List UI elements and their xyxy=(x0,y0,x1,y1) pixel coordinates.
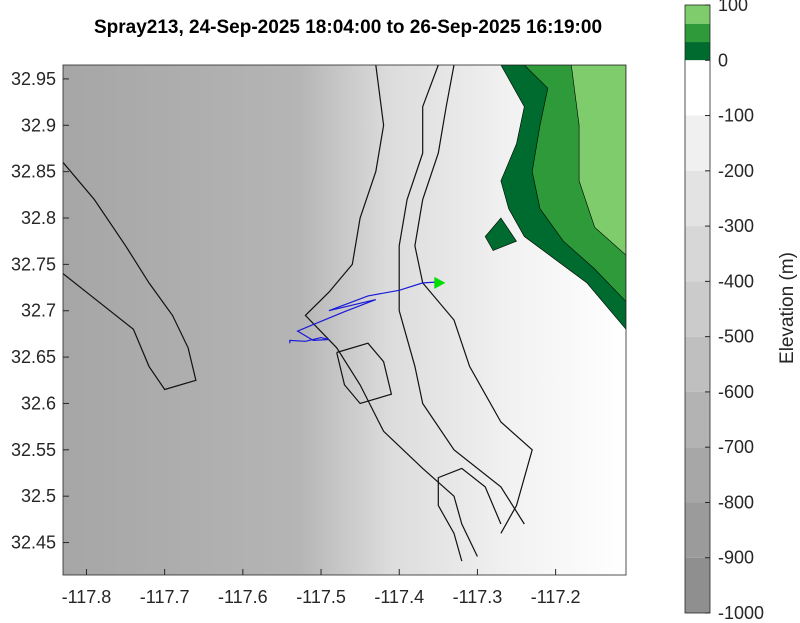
plot-frame xyxy=(62,64,627,576)
x-tick-label: -117.5 xyxy=(296,587,346,607)
land-patch-100 xyxy=(570,65,626,256)
x-tick-label: -117.6 xyxy=(218,587,268,607)
colorbar-ocean-band xyxy=(685,557,710,613)
colorbar-tick-label: 0 xyxy=(718,50,728,70)
colorbar-tick-label: -500 xyxy=(718,327,754,347)
colorbar-tick-label: -1000 xyxy=(718,603,764,623)
colorbar-ocean-band xyxy=(685,336,710,392)
colorbar-tick-label: -700 xyxy=(718,437,754,457)
y-tick-label: 32.5 xyxy=(21,486,56,506)
x-tick-label: -117.3 xyxy=(453,587,503,607)
y-tick-label: 32.55 xyxy=(11,440,56,460)
x-tick-label: -117.8 xyxy=(62,587,112,607)
colorbar-tick-label: -100 xyxy=(718,106,754,126)
colorbar-tick-label: -200 xyxy=(718,161,754,181)
colorbar-tick-label: -300 xyxy=(718,216,754,236)
x-tick-label: -117.7 xyxy=(140,587,190,607)
colorbar-ocean-band xyxy=(685,391,710,448)
colorbar-ocean-band xyxy=(685,281,710,337)
x-tick-label: -117.4 xyxy=(374,587,424,607)
colorbar-ocean-band xyxy=(685,60,710,116)
colorbar-tick-label: -900 xyxy=(718,548,754,568)
chart-title: Spray213, 24-Sep-2025 18:04:00 to 26-Sep… xyxy=(94,17,602,38)
colorbar-ocean-band xyxy=(685,170,710,227)
end-position-marker xyxy=(434,276,446,289)
y-tick-label: 32.65 xyxy=(11,347,56,367)
colorbar-ocean-band xyxy=(685,447,710,503)
colorbar-tick-label: -600 xyxy=(718,382,754,402)
colorbar-ocean-band xyxy=(685,226,710,282)
y-tick-label: 32.8 xyxy=(21,208,56,228)
colorbar-tick-label: 100 xyxy=(718,0,748,15)
y-tick-label: 32.85 xyxy=(11,162,56,182)
x-axis: -117.8 -117.7 -117.6 -117.5 -117.4 -117.3 -117… xyxy=(62,569,581,607)
y-tick-label: 32.7 xyxy=(21,301,56,321)
colorbar-ocean-band xyxy=(685,502,710,558)
colorbar-land-band xyxy=(685,42,710,61)
plot-area xyxy=(63,65,626,575)
isobath-mid-bank xyxy=(336,342,393,405)
y-tick-label: 32.95 xyxy=(11,69,56,89)
isobath-west-ridge xyxy=(63,162,197,391)
colorbar-tick-label: -800 xyxy=(718,492,754,512)
colorbar-frame xyxy=(684,4,711,614)
isobath-south-bank xyxy=(437,467,502,562)
y-tick-label: 32.75 xyxy=(11,254,56,274)
colorbar-land-band xyxy=(685,23,710,43)
colorbar-ocean-band xyxy=(685,115,710,171)
colorbar: 100 0 -100 -200 -300 -400 -500 -600 -700 -800 -900… xyxy=(684,0,764,623)
colorbar-label: Elevation (m) xyxy=(777,252,798,364)
track-layer xyxy=(289,276,446,344)
y-tick-label: 32.9 xyxy=(21,115,56,135)
y-tick-label: 32.6 xyxy=(21,393,56,413)
isobath-middle xyxy=(414,65,533,534)
isobath-inner xyxy=(398,65,525,525)
y-tick-label: 32.45 xyxy=(11,533,56,553)
land-layer xyxy=(484,65,626,330)
glider-track xyxy=(289,281,439,344)
isobath-layer xyxy=(63,65,533,562)
colorbar-land-band xyxy=(685,5,710,24)
land-patch-island xyxy=(484,217,517,251)
x-tick-label: -117.2 xyxy=(531,587,581,607)
isobath-outer xyxy=(304,65,478,557)
y-axis: 32.45 32.5 32.55 32.6 32.65 32.7 32.75 32.8 32.8… xyxy=(11,69,69,553)
colorbar-tick-label: -400 xyxy=(718,271,754,291)
